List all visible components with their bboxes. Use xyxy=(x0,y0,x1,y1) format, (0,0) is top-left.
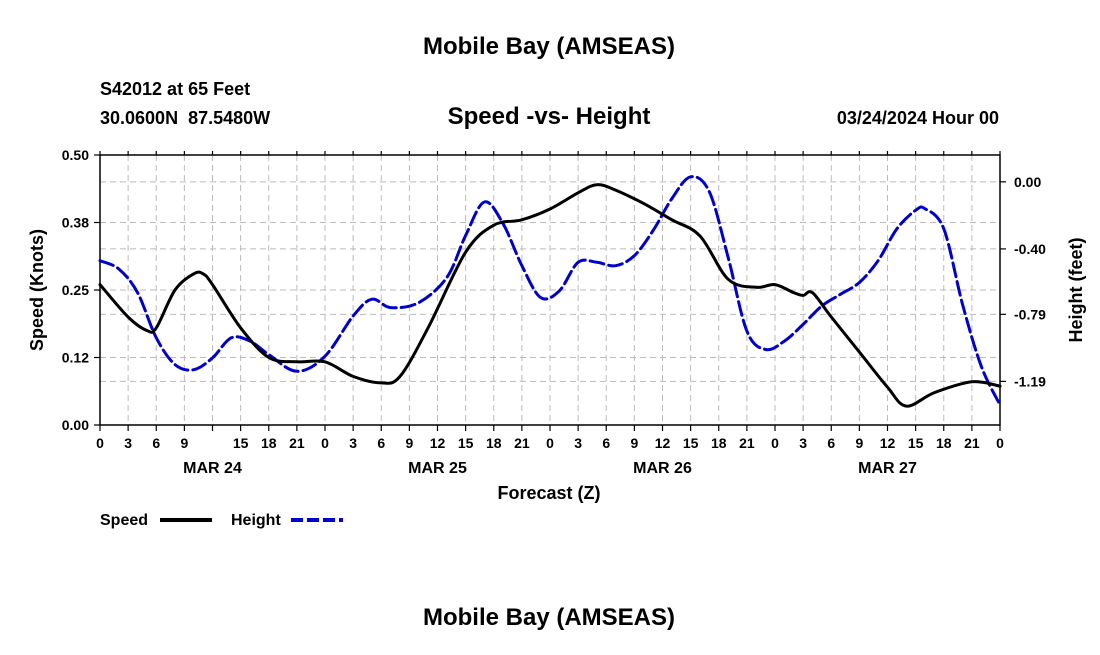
day-label: MAR 24 xyxy=(183,460,242,477)
x-tick-label: 21 xyxy=(739,435,755,451)
x-tick-label: 6 xyxy=(152,435,160,451)
x-tick-label: 0 xyxy=(321,435,329,451)
legend: Speed Height xyxy=(100,512,343,529)
x-tick-label: 18 xyxy=(711,435,727,451)
x-tick-label: 18 xyxy=(486,435,502,451)
x-tick-label: 3 xyxy=(574,435,582,451)
x-tick-label: 0 xyxy=(546,435,554,451)
chart-subtitle: Speed -vs- Height xyxy=(448,103,651,130)
x-tick-label: 0 xyxy=(771,435,779,451)
x-tick-label: 12 xyxy=(430,435,446,451)
date-label: 03/24/2024 Hour 00 xyxy=(837,108,999,128)
day-label: MAR 25 xyxy=(408,460,467,477)
y-axis-label-right: Height (feet) xyxy=(1066,238,1086,343)
coords-label: 30.0600N 87.5480W xyxy=(100,108,270,128)
x-tick-label: 3 xyxy=(799,435,807,451)
x-tick-label: 21 xyxy=(514,435,530,451)
x-tick-label: 21 xyxy=(289,435,305,451)
footer-title: Mobile Bay (AMSEAS) xyxy=(423,604,675,631)
chart-title: Mobile Bay (AMSEAS) xyxy=(423,33,675,60)
x-tick-label: 6 xyxy=(602,435,610,451)
y-right-tick-label: -0.40 xyxy=(1014,241,1046,257)
x-tick-label: 12 xyxy=(880,435,896,451)
x-tick-label: 15 xyxy=(233,435,249,451)
legend-speed-label: Speed xyxy=(100,512,148,529)
x-tick-label: 9 xyxy=(855,435,863,451)
x-tick-label: 6 xyxy=(377,435,385,451)
x-tick-label: 12 xyxy=(655,435,671,451)
y-left-tick-label: 0.00 xyxy=(62,417,89,433)
x-tick-label: 18 xyxy=(261,435,277,451)
x-tick-label: 9 xyxy=(180,435,188,451)
x-tick-label: 0 xyxy=(996,435,1004,451)
x-tick-label: 15 xyxy=(458,435,474,451)
y-right-tick-label: -1.19 xyxy=(1014,373,1046,389)
x-tick-label: 3 xyxy=(124,435,132,451)
y-left-tick-label: 0.25 xyxy=(62,282,89,298)
grid-lines xyxy=(100,155,1000,425)
station-label: S42012 at 65 Feet xyxy=(100,79,250,99)
axes: 0 3 6 9 15 18 21 0 3 6 9 12 15 18 21 0 3 6 9 12 15 18 21 0 3 6 9 12… xyxy=(62,147,1046,477)
day-label: MAR 26 xyxy=(633,460,692,477)
x-tick-label: 15 xyxy=(683,435,699,451)
legend-height-label: Height xyxy=(231,512,281,529)
height-series-line xyxy=(98,175,1002,407)
y-right-tick-label: 0.00 xyxy=(1014,174,1041,190)
x-tick-label: 15 xyxy=(908,435,924,451)
x-tick-label: 21 xyxy=(964,435,980,451)
data-series xyxy=(98,175,1002,408)
x-tick-label: 9 xyxy=(405,435,413,451)
day-label: MAR 27 xyxy=(858,460,917,477)
x-tick-label: 9 xyxy=(630,435,638,451)
x-tick-label: 18 xyxy=(936,435,952,451)
y-left-tick-label: 0.12 xyxy=(62,350,89,366)
y-left-tick-label: 0.38 xyxy=(62,215,89,231)
y-left-tick-label: 0.50 xyxy=(62,147,89,163)
speed-series-line xyxy=(98,183,1002,408)
x-axis-label: Forecast (Z) xyxy=(497,483,600,503)
y-axis-label-left: Speed (Knots) xyxy=(27,229,47,351)
x-tick-label: 3 xyxy=(349,435,357,451)
x-tick-label: 6 xyxy=(827,435,835,451)
y-right-tick-label: -0.79 xyxy=(1014,306,1046,322)
x-tick-label: 0 xyxy=(96,435,104,451)
